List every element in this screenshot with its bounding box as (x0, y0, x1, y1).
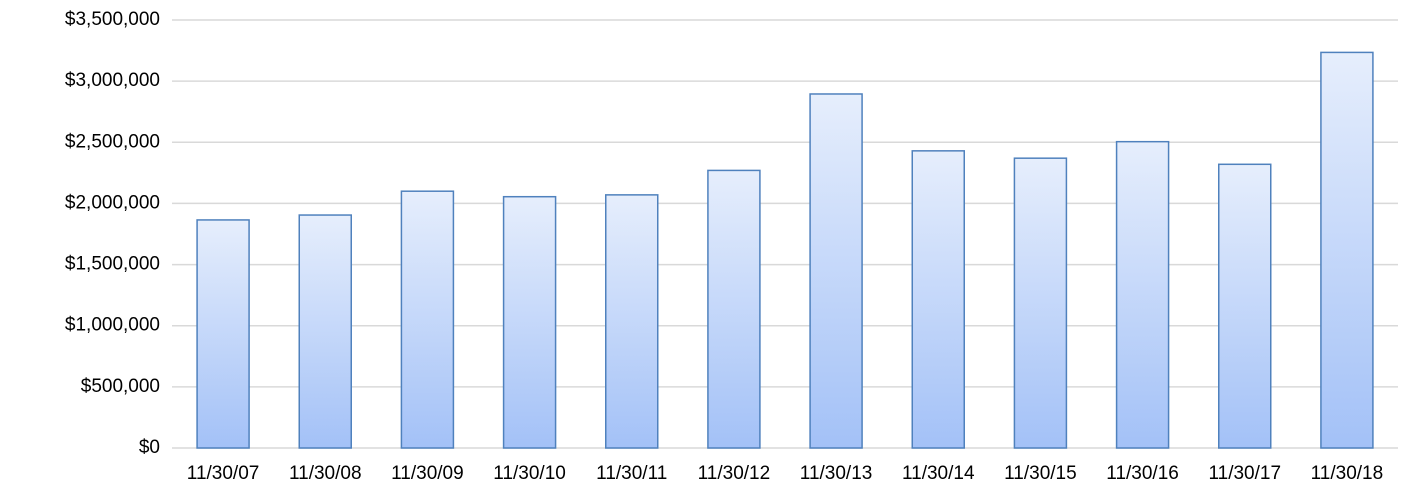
bar (911, 150, 965, 449)
x-tick-label: 11/30/14 (902, 463, 975, 484)
x-tick-label: 11/30/09 (391, 463, 464, 484)
x-tick-label: 11/30/13 (800, 463, 873, 484)
x-tick-label: 11/30/08 (289, 463, 362, 484)
bar (1013, 157, 1068, 449)
bar (1218, 163, 1272, 449)
bar (605, 194, 659, 449)
x-tick-label: 11/30/07 (187, 463, 260, 484)
x-tick-label: 11/30/11 (596, 463, 667, 484)
x-tick-label: 11/30/16 (1106, 463, 1179, 484)
y-tick-label: $1,000,000 (65, 315, 160, 336)
bar (400, 190, 455, 449)
bar (809, 93, 863, 449)
x-tick-label: 11/30/15 (1004, 463, 1077, 484)
y-tick-label: $2,500,000 (65, 131, 160, 152)
y-tick-label: $0 (139, 437, 160, 458)
bar (1115, 140, 1170, 449)
x-tick-label: 11/30/18 (1311, 463, 1384, 484)
y-tick-label: $2,000,000 (65, 192, 160, 213)
bar (196, 219, 250, 449)
bar (707, 169, 761, 449)
y-tick-label: $3,500,000 (65, 9, 160, 30)
y-tick-label: $1,500,000 (65, 254, 160, 275)
x-tick-label: 11/30/12 (698, 463, 771, 484)
y-tick-label: $3,000,000 (65, 70, 160, 91)
x-tick-label: 11/30/17 (1208, 463, 1281, 484)
bar (1320, 51, 1374, 449)
bar (298, 214, 352, 449)
y-tick-label: $500,000 (81, 376, 160, 397)
x-tick-label: 11/30/10 (493, 463, 566, 484)
bar (502, 195, 557, 449)
